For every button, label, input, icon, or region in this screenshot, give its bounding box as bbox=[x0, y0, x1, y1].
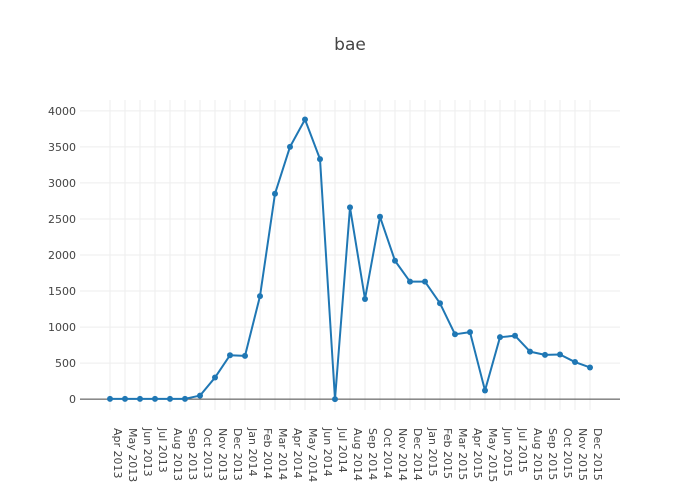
x-tick-label: Oct 2015 bbox=[561, 428, 574, 479]
x-tick-label: Jul 2015 bbox=[516, 427, 529, 473]
data-point[interactable] bbox=[332, 396, 338, 403]
y-tick-label: 4000 bbox=[48, 105, 76, 118]
data-point[interactable] bbox=[317, 156, 323, 163]
data-point[interactable] bbox=[572, 359, 578, 366]
data-point[interactable] bbox=[587, 364, 593, 371]
y-tick-label: 500 bbox=[55, 357, 76, 370]
x-tick-label: May 2015 bbox=[486, 428, 499, 482]
x-tick-label: Feb 2015 bbox=[441, 428, 454, 479]
data-point[interactable] bbox=[137, 395, 143, 402]
data-point[interactable] bbox=[422, 278, 428, 285]
y-tick-label: 2000 bbox=[48, 249, 76, 262]
data-point[interactable] bbox=[557, 351, 563, 358]
data-point[interactable] bbox=[227, 352, 233, 359]
x-tick-label: Feb 2014 bbox=[261, 428, 274, 479]
x-tick-label: Nov 2014 bbox=[396, 428, 409, 481]
y-tick-label: 3000 bbox=[48, 177, 76, 190]
data-point[interactable] bbox=[242, 352, 248, 359]
data-point[interactable] bbox=[212, 374, 218, 381]
x-axis-ticks: Apr 2013 May 2013 Jun 2013 Jul 2013 Aug 2013… bbox=[111, 427, 604, 482]
x-tick-label: Dec 2014 bbox=[411, 428, 424, 481]
x-tick-label: Aug 2014 bbox=[351, 428, 364, 481]
y-tick-label: 1000 bbox=[48, 321, 76, 334]
data-point[interactable] bbox=[122, 395, 128, 402]
data-point[interactable] bbox=[497, 334, 503, 341]
data-point[interactable] bbox=[377, 213, 383, 220]
x-tick-label: Jun 2015 bbox=[501, 427, 514, 477]
data-point[interactable] bbox=[167, 395, 173, 402]
x-tick-label: Apr 2015 bbox=[471, 428, 484, 479]
x-tick-label: Jan 2014 bbox=[246, 427, 259, 476]
data-point[interactable] bbox=[362, 295, 368, 302]
x-tick-label: Oct 2014 bbox=[381, 428, 394, 479]
data-point[interactable] bbox=[302, 116, 308, 123]
x-tick-label: Aug 2015 bbox=[531, 428, 544, 481]
data-point[interactable] bbox=[437, 300, 443, 307]
y-tick-label: 1500 bbox=[48, 285, 76, 298]
data-point[interactable] bbox=[407, 278, 413, 285]
data-point[interactable] bbox=[527, 348, 533, 355]
x-tick-label: Apr 2013 bbox=[111, 428, 124, 479]
data-point[interactable] bbox=[392, 257, 398, 264]
data-point[interactable] bbox=[257, 293, 263, 300]
data-point[interactable] bbox=[467, 329, 473, 336]
x-tick-label: May 2014 bbox=[306, 428, 319, 482]
x-tick-label: Nov 2013 bbox=[216, 428, 229, 481]
data-point[interactable] bbox=[182, 395, 188, 402]
x-tick-label: Mar 2015 bbox=[456, 428, 469, 480]
x-tick-label: Jul 2013 bbox=[156, 427, 169, 473]
y-axis-ticks: 0 500 1000 1500 2000 2500 3000 3500 4000 bbox=[48, 105, 76, 406]
x-tick-label: Jun 2013 bbox=[141, 427, 154, 477]
data-point[interactable] bbox=[287, 143, 293, 150]
x-tick-label: Apr 2014 bbox=[291, 428, 304, 479]
x-tick-label: Sep 2014 bbox=[366, 428, 379, 480]
x-tick-label: May 2013 bbox=[126, 428, 139, 482]
series-layer bbox=[107, 116, 593, 403]
data-point[interactable] bbox=[452, 331, 458, 338]
x-tick-label: Oct 2013 bbox=[201, 428, 214, 479]
data-point[interactable] bbox=[512, 332, 518, 339]
y-tick-label: 0 bbox=[69, 393, 76, 406]
data-point[interactable] bbox=[197, 392, 203, 399]
data-point[interactable] bbox=[107, 395, 113, 402]
x-tick-label: Nov 2015 bbox=[576, 428, 589, 481]
x-tick-label: Jul 2014 bbox=[336, 427, 349, 473]
grid-layer bbox=[80, 100, 620, 410]
data-point[interactable] bbox=[347, 204, 353, 211]
x-tick-label: Mar 2014 bbox=[276, 428, 289, 480]
data-point[interactable] bbox=[152, 395, 158, 402]
x-tick-label: Sep 2015 bbox=[546, 428, 559, 480]
data-point[interactable] bbox=[482, 387, 488, 394]
y-tick-label: 2500 bbox=[48, 213, 76, 226]
y-tick-label: 3500 bbox=[48, 141, 76, 154]
x-tick-label: Sep 2013 bbox=[186, 428, 199, 480]
x-tick-label: Jun 2014 bbox=[321, 427, 334, 477]
data-point[interactable] bbox=[542, 351, 548, 358]
x-tick-label: Dec 2015 bbox=[591, 428, 604, 481]
data-point[interactable] bbox=[272, 190, 278, 197]
chart-title: bae bbox=[334, 35, 366, 55]
x-tick-label: Jan 2015 bbox=[426, 427, 439, 476]
x-tick-label: Dec 2013 bbox=[231, 428, 244, 481]
x-tick-label: Aug 2013 bbox=[171, 428, 184, 481]
